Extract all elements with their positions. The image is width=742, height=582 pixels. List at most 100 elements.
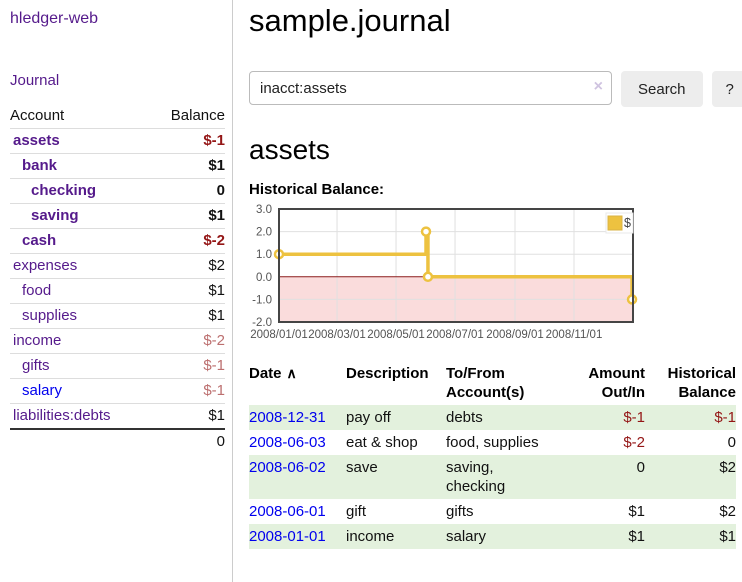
transaction-amount: $1 bbox=[628, 528, 645, 545]
search-box: × bbox=[249, 71, 612, 107]
app-brand-link[interactable]: hledger-web bbox=[10, 10, 99, 27]
account-balance: $-1 bbox=[203, 382, 225, 399]
x-tick-label: 2008/11/01 bbox=[546, 329, 603, 341]
transactions-table: Date ∧ Description To/From Account(s) Amount O… bbox=[249, 362, 736, 549]
balance-column-header: Balance bbox=[170, 107, 225, 124]
accounts-table-header: Account Balance bbox=[10, 104, 225, 129]
column-header-description[interactable]: Description bbox=[346, 365, 429, 382]
clear-search-icon[interactable]: × bbox=[593, 78, 603, 95]
transaction-accounts: saving, checking bbox=[446, 459, 506, 495]
x-tick-label: 2008/09/01 bbox=[486, 329, 544, 341]
account-balance: $1 bbox=[208, 407, 225, 424]
account-row: cash $-2 bbox=[10, 229, 225, 254]
accounts-list: assets $-1 bank $1 checking 0 saving $1 cash $-2 e… bbox=[10, 129, 225, 429]
column-header-historical[interactable]: Historical Balance bbox=[667, 365, 736, 401]
column-header-amount[interactable]: Amount Out/In bbox=[588, 365, 645, 401]
column-header-date[interactable]: Date ∧ bbox=[249, 365, 297, 382]
accounts-total-value: 0 bbox=[216, 433, 225, 450]
historical-balance-chart: 3.0 2.0 1.0 0.0 -1.0 -2.0 2008/01/01 2008/03/01… bbox=[249, 204, 742, 347]
account-balance: $1 bbox=[208, 282, 225, 299]
account-row: expenses $2 bbox=[10, 254, 225, 279]
page-title: sample.journal bbox=[249, 3, 451, 38]
transaction-description: gift bbox=[346, 503, 367, 520]
account-link[interactable]: food bbox=[22, 282, 52, 299]
account-link[interactable]: bank bbox=[22, 157, 58, 174]
search-input[interactable] bbox=[249, 71, 612, 105]
account-balance: $1 bbox=[208, 207, 225, 224]
y-tick-label: -2.0 bbox=[252, 317, 272, 329]
search-bar: × Search ? bbox=[249, 71, 742, 107]
transaction-balance: $-1 bbox=[714, 409, 736, 426]
y-tick-label: 0.0 bbox=[256, 272, 272, 284]
transaction-description: income bbox=[346, 528, 395, 545]
transaction-date-link[interactable]: 2008-06-01 bbox=[249, 503, 326, 520]
transaction-accounts: gifts bbox=[446, 503, 474, 520]
account-row: income $-2 bbox=[10, 329, 225, 354]
search-button[interactable]: Search bbox=[621, 71, 703, 107]
account-row: liabilities:debts $1 bbox=[10, 404, 225, 429]
account-row: gifts $-1 bbox=[10, 354, 225, 379]
account-heading: assets bbox=[249, 134, 330, 165]
transaction-amount: $1 bbox=[628, 503, 645, 520]
help-button[interactable]: ? bbox=[711, 71, 742, 107]
account-link[interactable]: checking bbox=[31, 182, 97, 199]
account-row: salary $-1 bbox=[10, 379, 225, 404]
transaction-accounts: debts bbox=[446, 409, 483, 426]
transactions-rows: 2008-12-31 pay off debts $-1 $-1 2008-06-03 ea… bbox=[249, 405, 736, 549]
y-tick-label: -1.0 bbox=[252, 294, 272, 306]
legend-label: $ bbox=[624, 216, 631, 230]
account-balance: $-2 bbox=[203, 332, 225, 349]
transaction-amount: $-2 bbox=[623, 434, 645, 451]
transaction-accounts: food, supplies bbox=[446, 434, 539, 451]
account-link[interactable]: saving bbox=[31, 207, 79, 224]
transaction-date-link[interactable]: 2008-12-31 bbox=[249, 409, 326, 426]
account-row: checking 0 bbox=[10, 179, 225, 204]
account-link[interactable]: salary bbox=[22, 382, 63, 399]
data-point bbox=[420, 226, 432, 237]
transaction-row: 2008-06-01 gift gifts $1 $2 bbox=[249, 499, 736, 524]
account-row: bank $1 bbox=[10, 154, 225, 179]
transaction-row: 2008-01-01 income salary $1 $1 bbox=[249, 524, 736, 549]
account-link[interactable]: income bbox=[13, 332, 62, 349]
transaction-amount: $-1 bbox=[623, 409, 645, 426]
account-column-header: Account bbox=[10, 107, 65, 124]
column-header-tofrom[interactable]: To/From Account(s) bbox=[446, 365, 525, 401]
legend-swatch bbox=[607, 215, 623, 231]
account-balance: $-2 bbox=[203, 232, 225, 249]
y-tick-label: 3.0 bbox=[256, 204, 272, 216]
sidebar: hledger-web Journal Account Balance asse… bbox=[0, 0, 233, 582]
transaction-accounts: salary bbox=[446, 528, 487, 545]
transaction-row: 2008-06-02 save saving, checking 0 $2 bbox=[249, 455, 736, 499]
account-link[interactable]: supplies bbox=[22, 307, 78, 324]
account-balance: $-1 bbox=[203, 357, 225, 374]
transaction-balance: $1 bbox=[719, 528, 736, 545]
x-tick-label: 2008/03/01 bbox=[308, 329, 366, 341]
account-link[interactable]: cash bbox=[22, 232, 57, 249]
transaction-balance: 0 bbox=[727, 434, 736, 451]
transactions-header-row: Date ∧ Description To/From Account(s) Amount O… bbox=[249, 362, 736, 405]
accounts-table: Account Balance assets $-1 bank $1 checking 0… bbox=[10, 104, 225, 454]
account-balance: $1 bbox=[208, 157, 225, 174]
x-tick-label: 2008/07/01 bbox=[426, 329, 484, 341]
main-content: sample.journal × Search ? assets Histori… bbox=[233, 0, 742, 582]
chart-title: Historical Balance: bbox=[249, 181, 385, 198]
transaction-description: eat & shop bbox=[346, 434, 418, 451]
account-link[interactable]: expenses bbox=[13, 257, 78, 274]
transaction-date-link[interactable]: 2008-06-02 bbox=[249, 459, 326, 476]
transaction-balance: $2 bbox=[719, 503, 736, 520]
account-row: food $1 bbox=[10, 279, 225, 304]
transaction-date-link[interactable]: 2008-06-03 bbox=[249, 434, 326, 451]
account-balance: $-1 bbox=[203, 132, 225, 149]
account-row: supplies $1 bbox=[10, 304, 225, 329]
y-tick-label: 1.0 bbox=[256, 249, 272, 261]
account-link[interactable]: gifts bbox=[22, 357, 50, 374]
account-row: assets $-1 bbox=[10, 129, 225, 154]
sidebar-item-journal[interactable]: Journal bbox=[10, 72, 60, 89]
x-tick-label: 2008/05/01 bbox=[367, 329, 425, 341]
account-link[interactable]: assets bbox=[13, 132, 60, 149]
account-link[interactable]: liabilities:debts bbox=[13, 407, 111, 424]
transaction-date-link[interactable]: 2008-01-01 bbox=[249, 528, 326, 545]
account-balance: 0 bbox=[216, 182, 225, 199]
chevron-up-icon: ∧ bbox=[286, 365, 297, 381]
